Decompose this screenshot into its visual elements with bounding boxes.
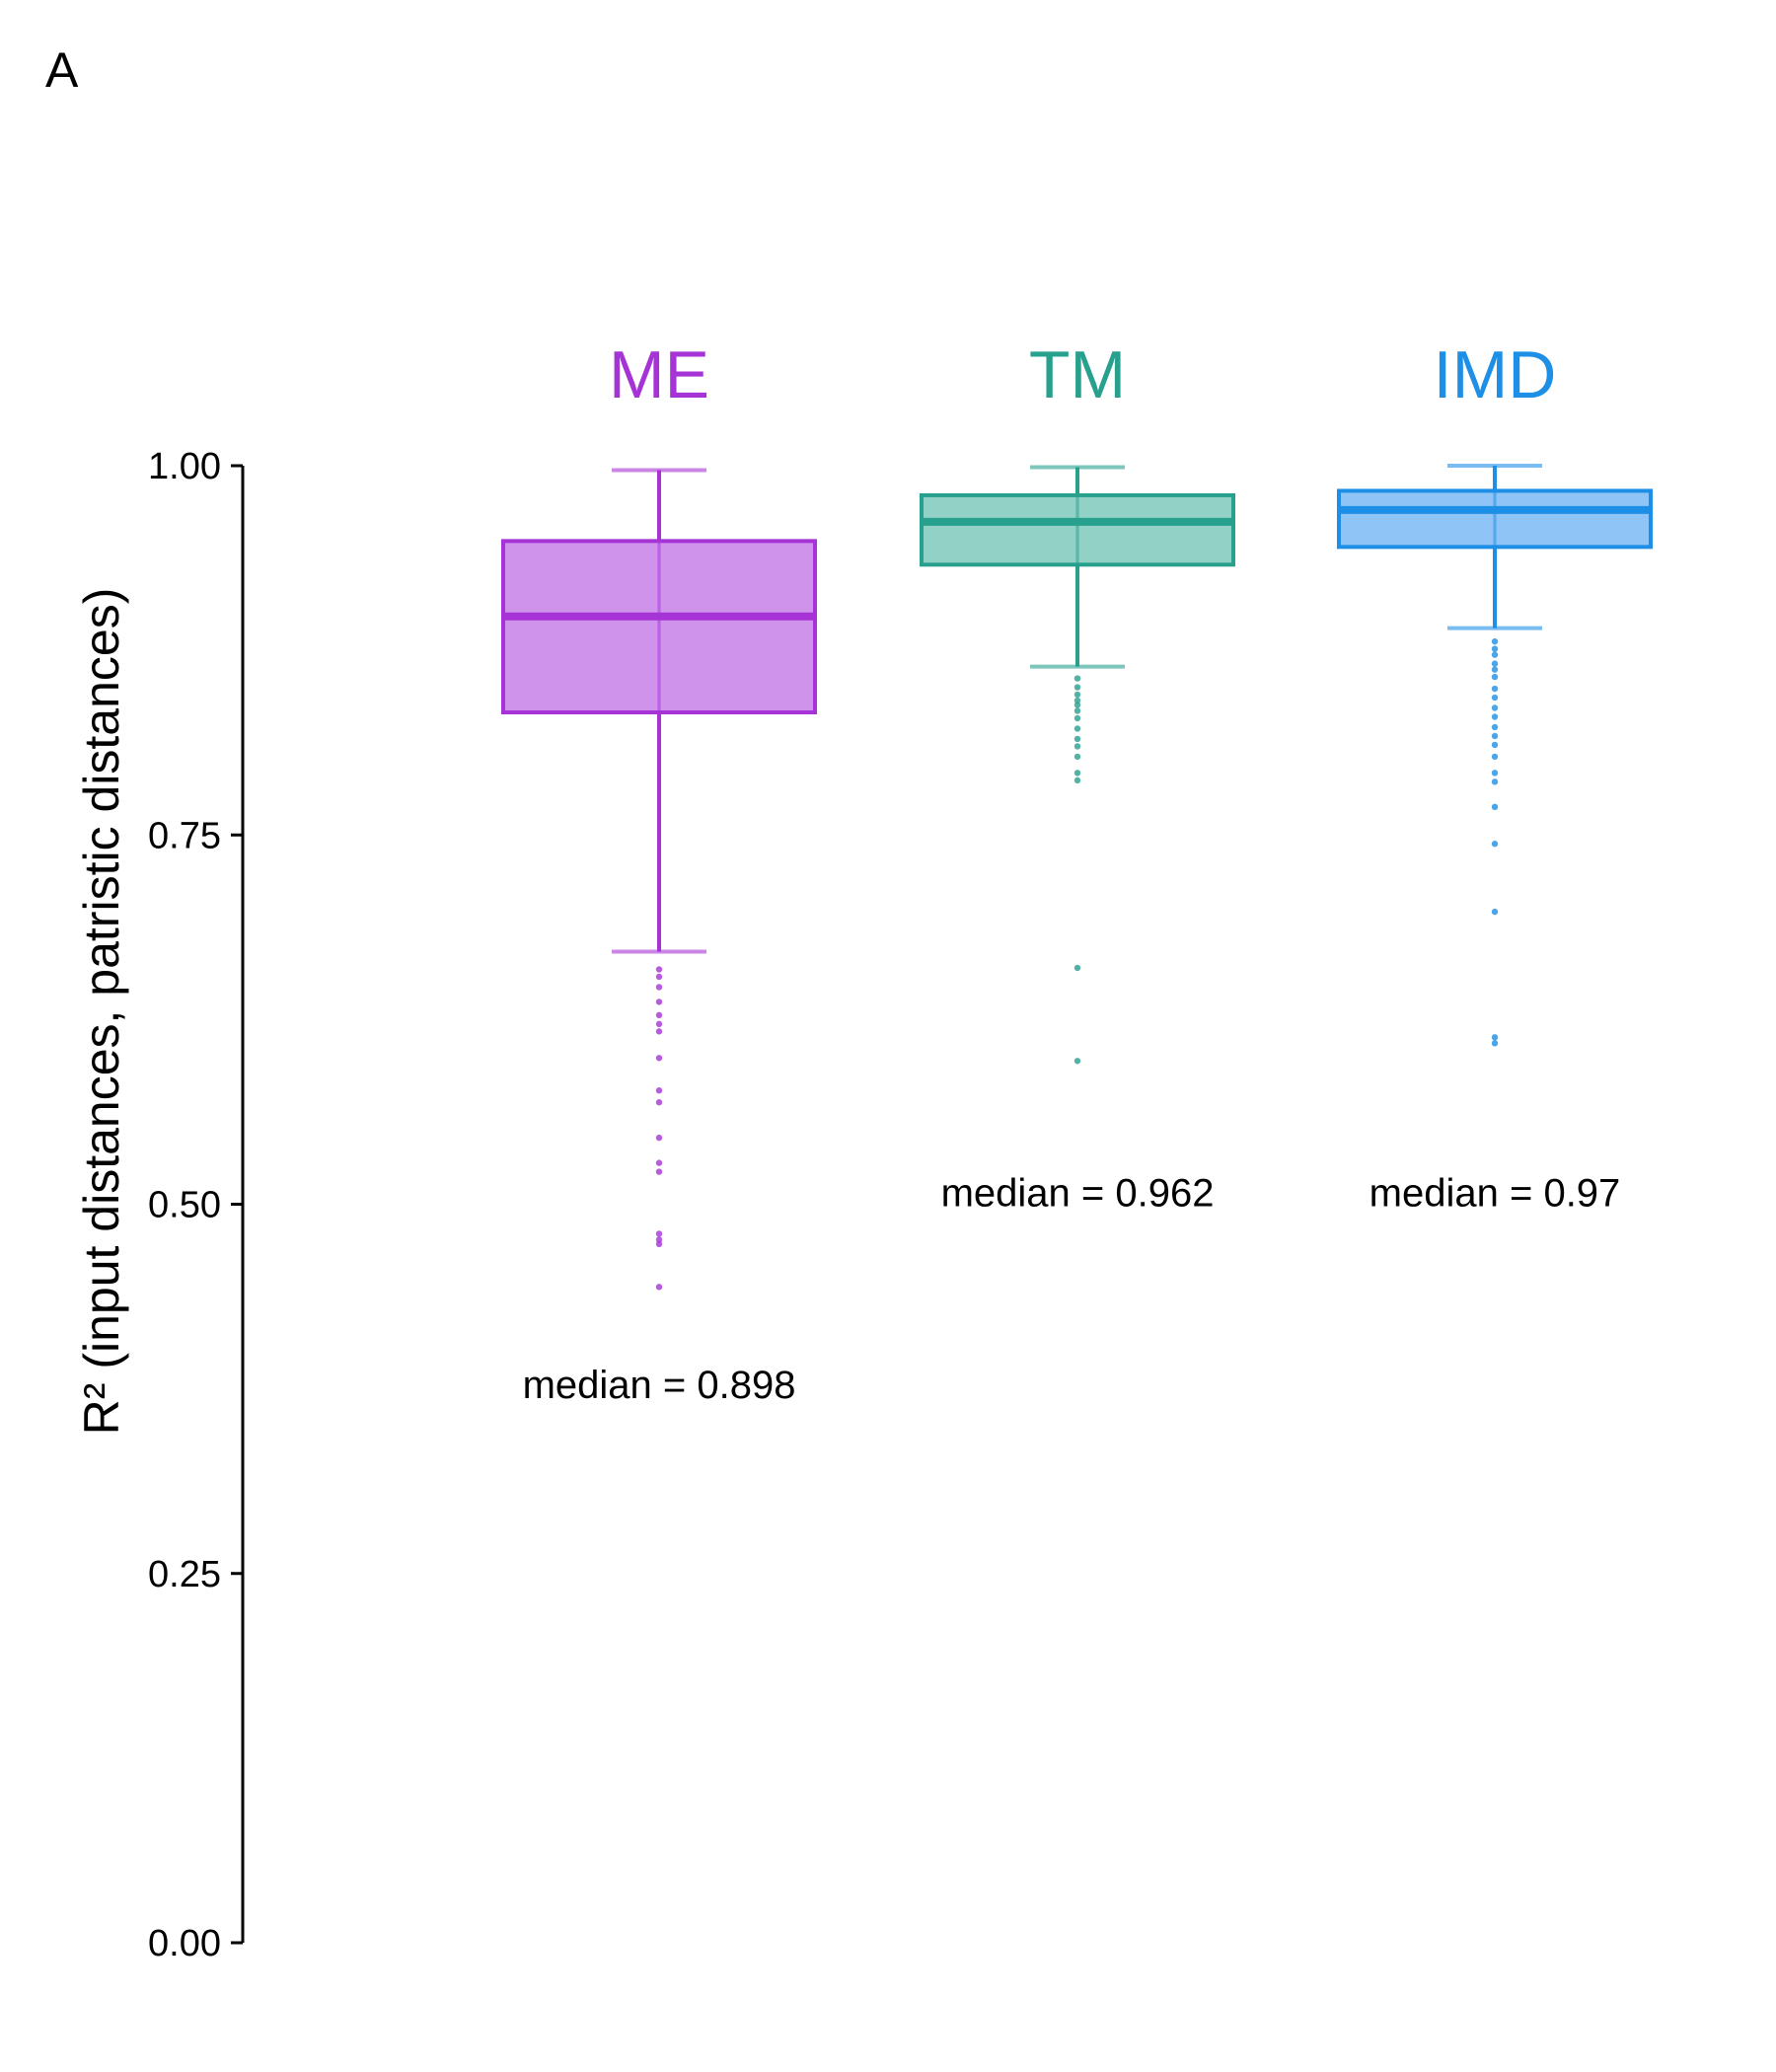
outlier-point <box>1491 778 1499 785</box>
outlier-point <box>1491 637 1499 645</box>
outlier-point <box>655 984 663 991</box>
outlier-point <box>1073 964 1081 972</box>
outlier-point <box>1491 704 1499 711</box>
box-group-me: ME median = 0.898 <box>501 337 817 1407</box>
outlier-point <box>1073 753 1081 761</box>
outlier-point <box>655 1099 663 1106</box>
outlier-point <box>1491 713 1499 720</box>
category-label-tm: TM <box>1029 337 1126 412</box>
category-label-imd: IMD <box>1434 337 1557 412</box>
y-tick-label: 1.00 <box>148 446 221 487</box>
y-tick-label: 0.25 <box>148 1554 221 1595</box>
outlier-point <box>1491 732 1499 740</box>
outlier-point <box>655 1240 663 1248</box>
outlier-point <box>1073 697 1081 704</box>
outlier-point <box>1491 741 1499 749</box>
median-annotation: median = 0.962 <box>941 1172 1215 1216</box>
outlier-point <box>655 1284 663 1291</box>
outlier-point <box>655 1230 663 1237</box>
outlier-point <box>1073 770 1081 777</box>
y-tick-label: 0.75 <box>148 815 221 856</box>
outlier-point <box>1491 841 1499 848</box>
outlier-point <box>1491 803 1499 811</box>
iqr-box <box>501 539 817 714</box>
y-axis-label: R² (input distances, patristic distances… <box>74 588 129 1436</box>
iqr-box <box>920 492 1235 567</box>
outlier-point <box>655 1134 663 1142</box>
outlier-point <box>1491 685 1499 693</box>
outlier-point <box>1491 770 1499 777</box>
outlier-point <box>1491 753 1499 761</box>
outlier-point <box>1073 725 1081 732</box>
outlier-point <box>1491 723 1499 731</box>
outlier-point <box>1073 675 1081 682</box>
median-annotation: median = 0.898 <box>523 1364 796 1407</box>
outlier-point <box>655 1028 663 1035</box>
y-axis: 0.00 0.25 0.50 0.75 1.00 <box>148 446 245 1964</box>
outlier-point <box>655 1011 663 1019</box>
outlier-point <box>1491 666 1499 673</box>
box-group-tm: TM median = 0.962 <box>920 337 1235 1216</box>
y-tick-label: 0.00 <box>148 1923 221 1964</box>
median-annotation: median = 0.97 <box>1369 1172 1621 1216</box>
y-tick-label: 0.50 <box>148 1185 221 1226</box>
outlier-point <box>1073 1058 1081 1065</box>
plot-area: ME median = 0.898 TM median = 0.962 IMD media… <box>501 337 1653 1407</box>
panel-label: A <box>45 42 79 98</box>
outlier-point <box>655 1087 663 1094</box>
outlier-point <box>1073 714 1081 722</box>
outlier-point <box>1073 735 1081 743</box>
outlier-point <box>1073 691 1081 699</box>
iqr-box <box>1337 488 1653 550</box>
outlier-point <box>655 999 663 1005</box>
outlier-point <box>1491 660 1499 667</box>
outlier-point <box>1073 707 1081 714</box>
outlier-point <box>1491 694 1499 702</box>
outlier-point <box>1073 777 1081 784</box>
outlier-point <box>1491 1040 1499 1047</box>
outlier-point <box>1491 645 1499 652</box>
outlier-point <box>1491 673 1499 681</box>
outlier-point <box>1491 908 1499 916</box>
outlier-point <box>1491 1034 1499 1041</box>
outlier-point <box>655 966 663 973</box>
outlier-point <box>655 1168 663 1175</box>
outlier-point <box>655 1020 663 1028</box>
outlier-point <box>655 1055 663 1062</box>
outlier-point <box>1491 651 1499 658</box>
outlier-point <box>1073 684 1081 691</box>
outlier-point <box>1073 743 1081 750</box>
box-group-imd: IMD median = 0.97 <box>1337 337 1653 1216</box>
outlier-point <box>655 1159 663 1166</box>
category-label-me: ME <box>609 337 709 412</box>
outlier-point <box>1073 702 1081 708</box>
outlier-point <box>655 1236 663 1243</box>
outlier-point <box>655 973 663 981</box>
